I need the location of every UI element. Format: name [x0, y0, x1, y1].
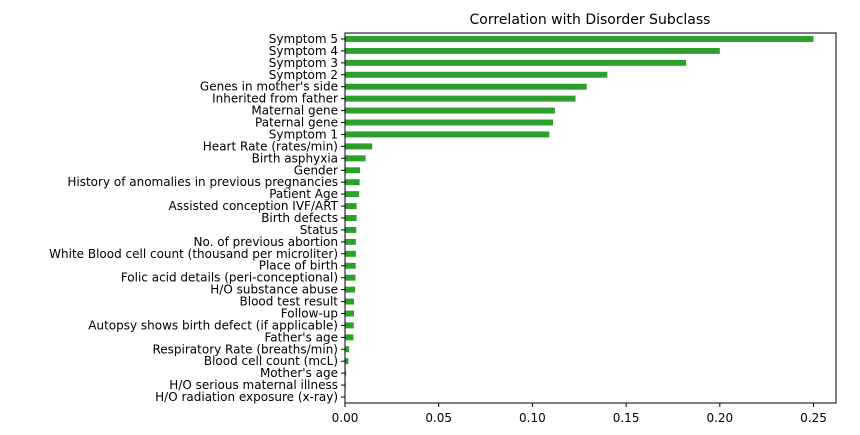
y-tick-label: Symptom 2 — [269, 68, 338, 82]
y-tick-label: History of anomalies in previous pregnan… — [67, 175, 338, 189]
x-tick-label: 0.25 — [800, 411, 827, 425]
y-tick-label: Blood test result — [240, 295, 339, 309]
y-tick-label: Maternal gene — [251, 104, 338, 118]
bar — [345, 274, 356, 281]
y-tick-label: Status — [300, 223, 338, 237]
y-tick-label: Symptom 5 — [269, 32, 338, 46]
x-tick-label: 0.10 — [519, 411, 546, 425]
y-ticks — [341, 38, 345, 398]
y-tick-label: Father's age — [265, 330, 339, 344]
bar — [345, 322, 354, 329]
bar — [345, 346, 350, 353]
bar — [345, 215, 357, 221]
x-tick-label: 0.05 — [425, 411, 452, 425]
bar — [345, 131, 550, 138]
y-tick-label: Heart Rate (rates/min) — [203, 139, 338, 153]
y-tick-label: Symptom 4 — [269, 44, 338, 58]
y-tick-label: H/O radiation exposure (x-ray) — [155, 390, 338, 404]
y-tick-label: Symptom 1 — [269, 127, 338, 141]
y-tick-label: Birth asphyxia — [252, 151, 338, 165]
bar — [345, 334, 354, 341]
y-tick-label: H/O serious maternal illness — [169, 378, 338, 392]
y-tick-label: Blood cell count (mcL) — [204, 354, 338, 368]
y-tick-label: Folic acid details (peri-conceptional) — [121, 271, 338, 285]
y-tick-label: White Blood cell count (thousand per mic… — [49, 247, 338, 261]
y-tick-label: Patient Age — [269, 187, 338, 201]
x-tick-label: 0.15 — [613, 411, 640, 425]
bar — [345, 167, 360, 174]
bar — [345, 95, 576, 102]
bar — [345, 226, 357, 233]
bars-group — [345, 35, 814, 401]
bar — [345, 155, 366, 162]
bar — [345, 107, 555, 114]
bar — [345, 238, 356, 245]
y-tick-label: Genes in mother's side — [200, 80, 338, 94]
y-tick-label: Birth defects — [261, 211, 338, 225]
chart-title: Correlation with Disorder Subclass — [470, 12, 711, 28]
y-tick-label: Paternal gene — [255, 116, 338, 130]
bar — [345, 143, 373, 150]
bar — [345, 35, 814, 42]
y-tick-label: No. of previous abortion — [194, 235, 338, 249]
bar — [345, 47, 720, 54]
bar — [345, 310, 354, 317]
y-tick-label: Respiratory Rate (breaths/min) — [152, 342, 338, 356]
bar — [345, 59, 687, 66]
bar — [345, 71, 608, 78]
y-tick-label: Follow-up — [281, 306, 338, 320]
bar — [345, 262, 356, 269]
bar — [345, 179, 360, 186]
bar — [345, 203, 357, 210]
bar — [345, 250, 356, 257]
bar — [345, 119, 554, 126]
axes-frame — [344, 32, 837, 404]
y-tick-label: Autopsy shows birth defect (if applicabl… — [88, 318, 338, 332]
x-tick-label: 0.20 — [706, 411, 733, 425]
y-tick-label: Symptom 3 — [269, 56, 338, 70]
y-tick-label: Assisted conception IVF/ART — [169, 199, 339, 213]
y-tick-label: Inherited from father — [212, 92, 338, 106]
bar — [345, 191, 360, 198]
bar — [345, 358, 349, 365]
bar — [345, 286, 356, 293]
y-tick-label: Mother's age — [260, 366, 338, 380]
bar — [345, 298, 354, 305]
bar — [345, 370, 347, 377]
y-tick-label: Place of birth — [259, 259, 338, 273]
x-tick-label: 0.00 — [332, 411, 359, 425]
y-tick-label: H/O substance abuse — [210, 283, 338, 297]
bar — [345, 83, 587, 90]
y-tick-label: Gender — [294, 163, 338, 177]
x-ticks: 0.00 0.05 0.10 0.15 0.20 0.25 — [332, 403, 827, 425]
